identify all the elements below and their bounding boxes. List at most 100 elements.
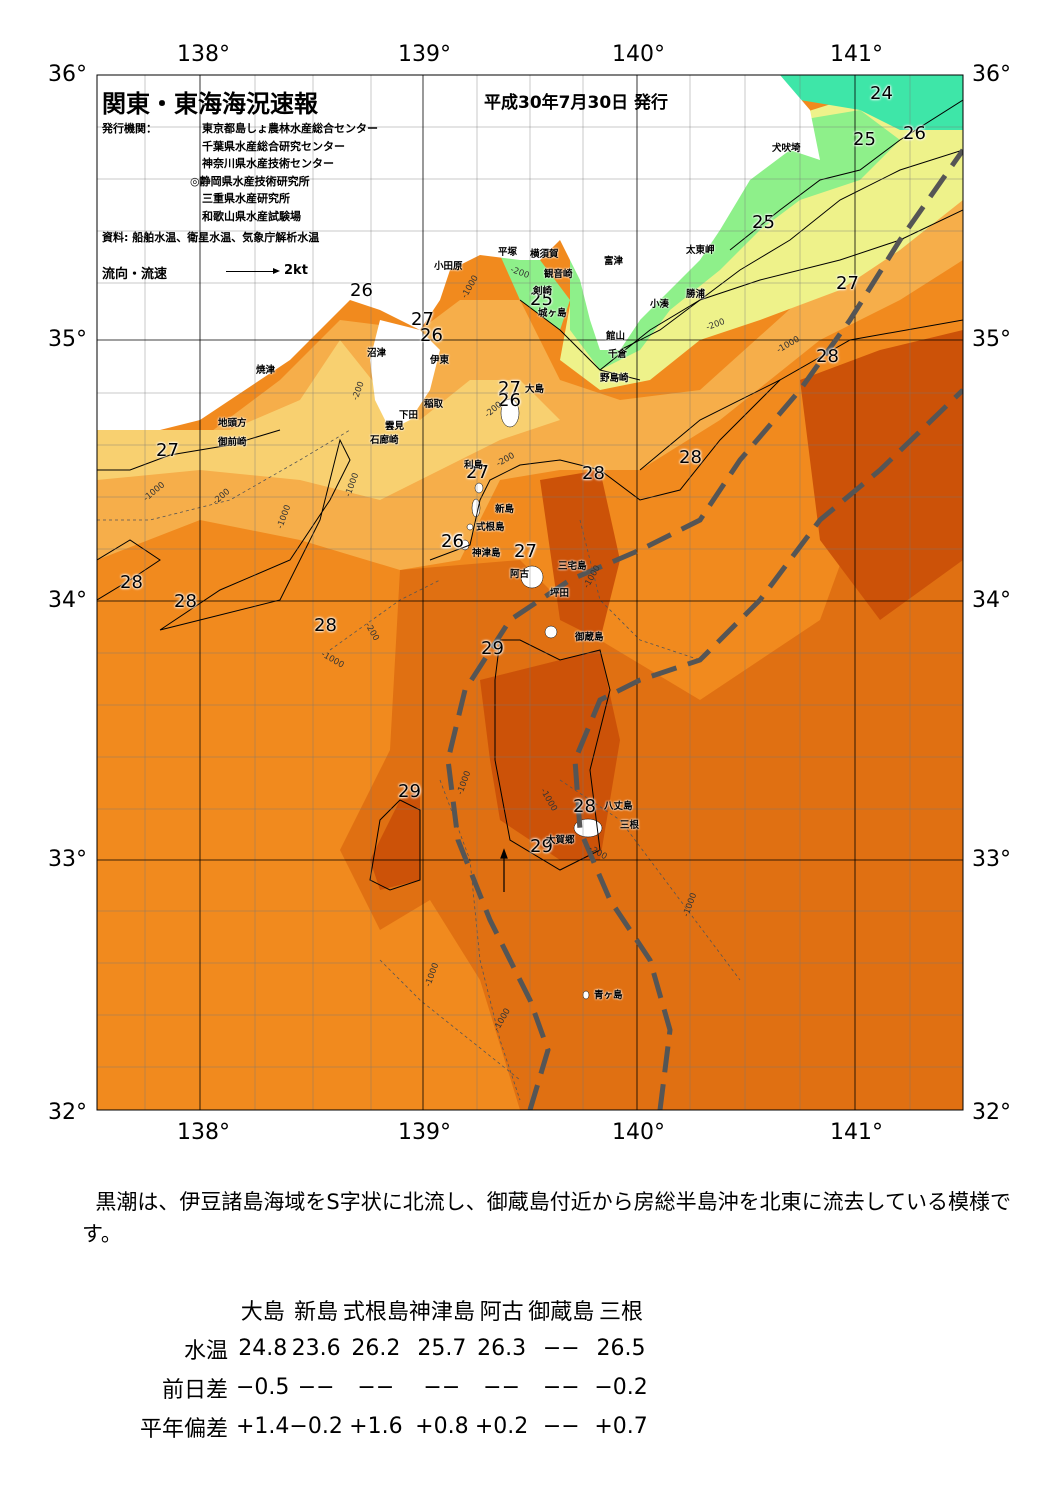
table-row: 水温 24.8 23.6 26.2 25.7 26.3 −− 26.5 bbox=[78, 1329, 648, 1368]
lat-label-32-right: 32° bbox=[972, 1100, 1011, 1125]
place-label: 伊東 bbox=[430, 355, 450, 366]
place-label: 坪田 bbox=[550, 588, 570, 599]
lat-label-36-right: 36° bbox=[972, 62, 1011, 87]
place-label: 千倉 bbox=[608, 349, 628, 360]
page-title: 関東・東海海況速報 bbox=[102, 90, 318, 118]
column-header: 大島 bbox=[240, 1299, 285, 1325]
place-label: 犬吠埼 bbox=[772, 143, 801, 154]
issuer-item: 三重県水産研究所 bbox=[202, 192, 290, 205]
column-header: 御蔵島 bbox=[528, 1299, 595, 1325]
place-label: 御前崎 bbox=[218, 437, 247, 448]
isotherm-label: 26 bbox=[441, 531, 464, 552]
place-label: 稲取 bbox=[424, 399, 444, 410]
issuer-item: ◎静岡県水産技術研究所 bbox=[190, 174, 310, 188]
map-border bbox=[96, 74, 964, 1111]
place-label: 大島 bbox=[525, 384, 545, 395]
sea-warm-29c bbox=[370, 790, 420, 890]
table-cell: +1.4 bbox=[236, 1414, 290, 1439]
flow-legend-unit: 2kt bbox=[284, 263, 308, 278]
sea-warm-29e bbox=[800, 330, 963, 620]
place-label: 館山 bbox=[606, 331, 626, 342]
table-cell: 25.7 bbox=[417, 1336, 467, 1361]
place-label: 八丈島 bbox=[604, 801, 633, 812]
isotherm-label: 29 bbox=[530, 836, 553, 857]
table-cell: 26.5 bbox=[596, 1336, 646, 1361]
land-izu-peninsula bbox=[370, 320, 440, 430]
place-label: 焼津 bbox=[256, 365, 276, 376]
sea-24 bbox=[780, 75, 963, 130]
place-label: 利島 bbox=[464, 460, 484, 471]
isotherm-label: 28 bbox=[816, 346, 839, 367]
row-header: 水温 bbox=[183, 1338, 228, 1364]
isotherm-label: 24 bbox=[870, 83, 893, 104]
column-header: 三根 bbox=[599, 1299, 644, 1325]
issuer-list: 東京都島しょ農林水産総合センター 千葉県水産総合研究センター 神奈川県水産技術セ… bbox=[190, 120, 378, 225]
observation-table: 大島 新島 式根島 神津島 阿古 御蔵島 三根 水温 24.8 23.6 26.… bbox=[78, 1290, 648, 1446]
table-cell: −− bbox=[542, 1414, 580, 1439]
table-cell: +0.8 bbox=[415, 1414, 469, 1439]
lat-label-32-left: 32° bbox=[48, 1100, 87, 1125]
lat-label-36-left: 36° bbox=[48, 62, 87, 87]
lon-label-139-bottom: 139° bbox=[398, 1120, 451, 1145]
place-label: 石廊崎 bbox=[370, 435, 399, 446]
current-vector-arrow bbox=[500, 848, 508, 892]
isotherm-label: 25 bbox=[752, 212, 775, 233]
summary-text: 黒潮は、伊豆諸島海域をS字状に北流し、御蔵島付近から房総半島沖を北東に流去してい… bbox=[82, 1186, 1032, 1250]
isotherm-label: 27 bbox=[498, 378, 521, 399]
lon-label-141-top: 141° bbox=[830, 42, 883, 67]
island-toshima bbox=[474, 482, 484, 494]
land-boso bbox=[560, 240, 640, 350]
table-header-row: 大島 新島 式根島 神津島 阿古 御蔵島 三根 bbox=[78, 1290, 648, 1329]
place-label: 三宅島 bbox=[558, 561, 587, 572]
graticule-fine bbox=[97, 75, 963, 1110]
isotherm-label: 25 bbox=[853, 129, 876, 150]
lat-label-35-left: 35° bbox=[48, 327, 87, 352]
island-oshima bbox=[500, 398, 520, 428]
table-corner bbox=[78, 1290, 236, 1329]
title-block: 関東・東海海況速報 bbox=[102, 84, 318, 119]
place-label: 城ヶ島 bbox=[538, 308, 567, 319]
isotherm-label: 26 bbox=[498, 390, 521, 411]
lat-label-34-left: 34° bbox=[48, 588, 87, 613]
issuer-label: 発行機関： bbox=[102, 122, 157, 135]
table-cell: +0.7 bbox=[594, 1414, 648, 1439]
column-header: 阿古 bbox=[479, 1299, 524, 1325]
isotherm-label: 26 bbox=[903, 123, 926, 144]
isotherm-label: 25 bbox=[530, 289, 553, 310]
place-label: 富津 bbox=[604, 256, 624, 267]
issue-date: 平成30年7月30日 発行 bbox=[484, 93, 669, 113]
place-label: 横須賀 bbox=[530, 249, 559, 260]
table-cell: −− bbox=[542, 1336, 580, 1361]
row-header: 前日差 bbox=[161, 1377, 228, 1403]
place-label: 神津島 bbox=[472, 548, 501, 559]
table-cell: −− bbox=[357, 1375, 395, 1400]
sea-25-b bbox=[500, 255, 570, 330]
isotherm-label: 27 bbox=[836, 273, 859, 294]
column-header: 神津島 bbox=[408, 1299, 475, 1325]
table-cell: −− bbox=[542, 1375, 580, 1400]
graticule-main bbox=[97, 75, 963, 1110]
island-niijima bbox=[471, 498, 481, 518]
column-header: 式根島 bbox=[342, 1299, 409, 1325]
row-header: 平年偏差 bbox=[139, 1416, 228, 1442]
table-row: 平年偏差 +1.4 −0.2 +1.6 +0.8 +0.2 −− +0.7 bbox=[78, 1407, 648, 1446]
isotherm-label: 28 bbox=[314, 615, 337, 636]
table-cell: −− bbox=[297, 1375, 335, 1400]
place-label: 式根島 bbox=[476, 522, 505, 533]
lat-label-35-right: 35° bbox=[972, 327, 1011, 352]
issuer-item: 神奈川県水産技術センター bbox=[202, 157, 334, 170]
flow-legend-label: 流向・流速 bbox=[102, 267, 168, 282]
column-header: 新島 bbox=[294, 1299, 339, 1325]
island-shikinejima bbox=[466, 523, 474, 531]
sea-warm-29b bbox=[480, 650, 620, 860]
place-label: 雲見 bbox=[385, 421, 405, 432]
table-cell: 26.2 bbox=[351, 1336, 401, 1361]
isotherm-label: 29 bbox=[398, 781, 421, 802]
table-cell: +1.6 bbox=[349, 1414, 403, 1439]
table-cell: +0.2 bbox=[474, 1414, 529, 1439]
isotherm-label: 27 bbox=[156, 440, 179, 461]
place-label: 小湊 bbox=[650, 299, 670, 310]
sea-27-band-2 bbox=[97, 340, 560, 500]
lon-label-141-bottom: 141° bbox=[830, 1120, 883, 1145]
place-label: 三根 bbox=[620, 820, 640, 831]
